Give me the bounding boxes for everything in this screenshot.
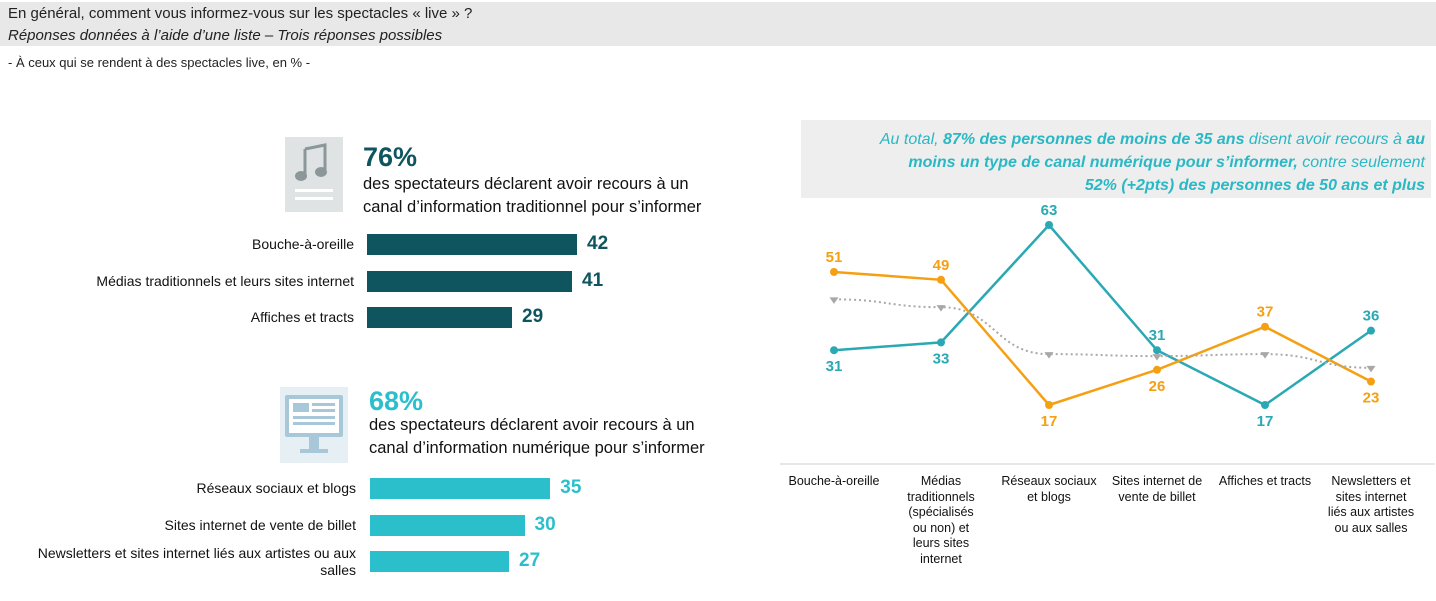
line-chart: 31 51 33 49 63 17 31 26 17 37 36 23 (780, 205, 1435, 465)
series-1-point (1367, 377, 1375, 386)
callout-part-1: Au total, (879, 131, 944, 148)
bar (370, 478, 551, 499)
series-2-point (829, 297, 839, 304)
bar-label: Médias traditionnels et leurs sites inte… (96, 272, 354, 289)
series-0-data-label: 63 (1041, 205, 1058, 219)
digital-desc-line2: canal d’information numérique pour s’inf… (369, 439, 705, 457)
callout-part-5: moins un type de canal numérique pour s’… (908, 154, 1298, 171)
line-chart-category-label: Réseaux sociaux et blogs (1001, 474, 1097, 504)
summary-callout-text: Au total, 87% des personnes de moins de … (805, 128, 1425, 197)
bar-label: Sites internet de vente de billet (164, 516, 356, 533)
series-1-data-label: 23 (1363, 390, 1380, 407)
series-1-data-label: 37 (1257, 304, 1274, 321)
series-0-point (937, 338, 945, 347)
series-0-point (1261, 401, 1269, 409)
bar (367, 307, 512, 328)
bar-label: Affiches et tracts (250, 309, 354, 325)
series-1-data-label: 17 (1041, 413, 1058, 430)
traditional-desc-line1: des spectateurs déclarent avoir recours … (363, 175, 689, 193)
line-chart-category-label: Bouche-à-oreille (788, 474, 880, 488)
series-0-point (1045, 221, 1053, 229)
question-base: - À ceux qui se rendent à des spectacles… (8, 55, 311, 70)
series-1-data-label: 26 (1149, 378, 1166, 395)
bar (370, 551, 510, 572)
digital-percentage: 68% (369, 386, 424, 416)
bar-value-label: 35 (560, 477, 582, 498)
callout-part-6: contre seulement (1297, 154, 1425, 171)
series-2-point (1366, 365, 1376, 373)
callout-part-4: au (1406, 131, 1425, 148)
series-1-data-label: 51 (826, 249, 843, 266)
series-1-point (1045, 401, 1053, 409)
series-2-point (1044, 352, 1054, 359)
bar-value-label: 29 (522, 306, 544, 327)
traditional-percentage: 76% (363, 142, 418, 172)
summary-callout: Au total, 87% des personnes de moins de … (801, 120, 1431, 198)
question-header (0, 2, 1436, 46)
series-1-point (830, 267, 838, 276)
series-0-point (830, 346, 838, 355)
series-1-point (1153, 365, 1161, 374)
traditional-desc-line2: canal d’information traditionnel pour s’… (363, 198, 702, 216)
series-0-point (1153, 346, 1161, 355)
series-line-0 (833, 223, 1372, 407)
bar-label: Réseaux sociaux et blogs (196, 480, 356, 496)
bar (370, 514, 525, 536)
callout-part-2: 87% des personnes de moins de 35 ans (943, 131, 1245, 148)
question-title: En général, comment vous informez-vous s… (8, 5, 473, 22)
question-subtitle: Réponses données à l’aide d’une liste – … (8, 27, 443, 44)
line-chart-category-label: Sites internet de vente de billet (1111, 474, 1203, 504)
bar-value-label: 30 (534, 513, 556, 535)
bar-label: Newsletters et sites internet liés aux a… (37, 545, 356, 578)
bar (367, 234, 577, 255)
bar-value-label: 41 (582, 269, 604, 291)
music-note-icon (285, 137, 343, 217)
series-0-point (1367, 326, 1375, 335)
digital-description: des spectateurs déclarent avoir recours … (369, 414, 769, 460)
series-0-data-label: 31 (826, 358, 843, 375)
computer-monitor-icon (280, 387, 348, 468)
series-0-data-label: 33 (933, 350, 950, 367)
callout-part-3: disent avoir recours à (1244, 131, 1407, 148)
series-1-point (1261, 322, 1269, 331)
callout-part-7: 52% (+2pts) des personnes de 50 ans et p… (1084, 177, 1425, 194)
bar-value-label: 42 (587, 233, 609, 254)
bar-value-label: 27 (519, 550, 541, 571)
series-0-data-label: 31 (1149, 327, 1166, 344)
series-2-point (1260, 352, 1270, 359)
series-0-data-label: 17 (1257, 413, 1274, 430)
digital-desc-line1: des spectateurs déclarent avoir recours … (369, 416, 695, 434)
series-2-point (936, 305, 946, 312)
series-2-point (1152, 354, 1162, 361)
line-chart-category-label: Affiches et tracts (1218, 474, 1312, 488)
series-line-1 (833, 270, 1372, 407)
line-chart-category-label: Médias traditionnels (spécialisés ou non… (907, 474, 975, 566)
series-line-2 (833, 298, 1372, 369)
series-1-data-label: 49 (933, 257, 950, 274)
bar-label: Bouche-à-oreille (252, 236, 354, 252)
line-chart-category-label: Newsletters et sites internet liés aux a… (1327, 474, 1415, 535)
series-1-point (937, 275, 945, 284)
traditional-description: des spectateurs déclarent avoir recours … (363, 173, 763, 219)
bar (367, 270, 572, 292)
series-0-data-label: 36 (1363, 308, 1380, 325)
